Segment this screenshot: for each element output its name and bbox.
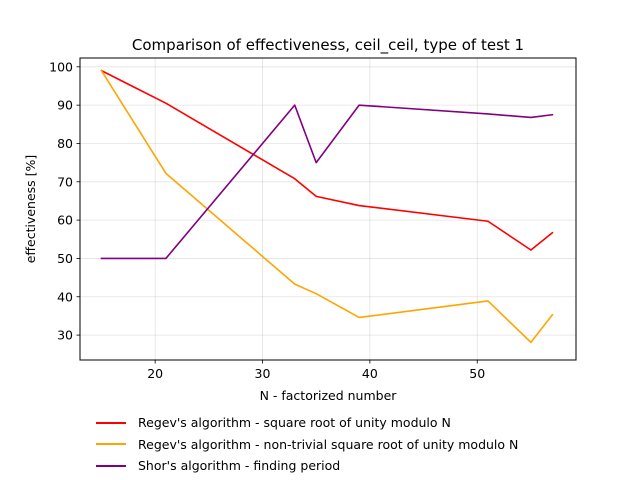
series-line-2 — [100, 104, 554, 260]
y-axis-label: effectiveness [%] — [23, 155, 38, 264]
chart-title: Comparison of effectiveness, ceil_ceil, … — [132, 36, 524, 55]
x-axis-ticks: 20 30 40 50 — [147, 360, 485, 381]
legend-swatch-purple — [96, 464, 126, 467]
x-axis-label: N - factorized number — [260, 388, 398, 403]
legend-swatch-orange — [96, 443, 126, 446]
y-tick-label: 70 — [57, 174, 73, 189]
legend-label: Regev's algorithm - square root of unity… — [138, 415, 451, 431]
y-tick-label: 60 — [57, 213, 73, 228]
legend-entry-shor: Shor's algorithm - finding period — [90, 455, 518, 477]
y-tick-label: 40 — [57, 289, 73, 304]
x-tick-label: 50 — [469, 366, 485, 381]
x-tick-label: 40 — [362, 366, 378, 381]
legend-swatch-red — [96, 421, 126, 424]
legend-label: Regev's algorithm - non-trivial square r… — [138, 436, 519, 452]
legend-label: Shor's algorithm - finding period — [138, 458, 341, 474]
series-line-0 — [100, 69, 554, 251]
plot-area-frame — [79, 57, 577, 361]
series-lines — [100, 69, 554, 344]
y-axis-ticks: 30 40 50 60 70 80 90 100 — [49, 59, 80, 343]
y-tick-label: 90 — [57, 98, 73, 113]
x-tick-label: 30 — [255, 366, 271, 381]
y-tick-label: 50 — [57, 251, 73, 266]
y-tick-label: 30 — [57, 328, 73, 343]
chart-legend: Regev's algorithm - square root of unity… — [90, 412, 518, 477]
y-tick-label: 100 — [49, 59, 73, 74]
legend-entry-regev-square-root: Regev's algorithm - square root of unity… — [90, 412, 518, 434]
y-tick-label: 80 — [57, 136, 73, 151]
series-line-1 — [100, 69, 554, 344]
x-tick-label: 20 — [147, 366, 163, 381]
legend-entry-regev-non-trivial: Regev's algorithm - non-trivial square r… — [90, 434, 518, 456]
